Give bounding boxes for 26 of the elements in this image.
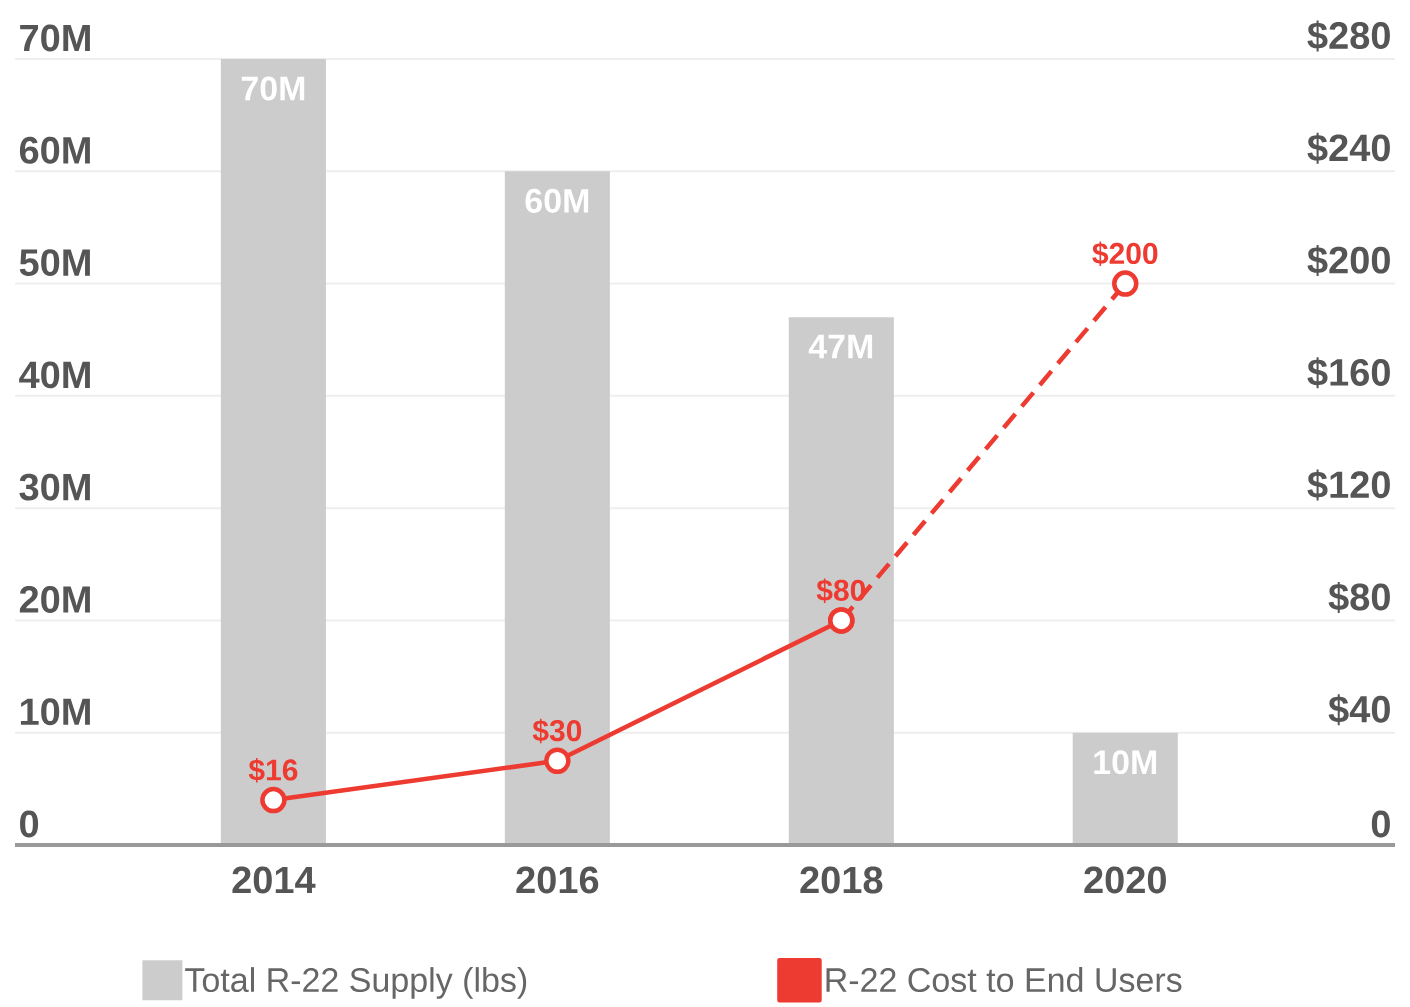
y-tick-label: 70M: [20, 24, 90, 52]
data-label: $16: [248, 758, 298, 783]
legend-label: Total R-22 Supply (lbs): [185, 967, 527, 999]
y-tick-label: 0: [20, 810, 39, 838]
y2-tick-label: $280: [1307, 20, 1390, 52]
y2-tick-label: $40: [1328, 694, 1390, 726]
x-tick-label: 2016: [516, 866, 599, 894]
y2-tick-label: 0: [1371, 810, 1390, 838]
y-tick-label: 20M: [19, 585, 90, 613]
y2-tick-label: $120: [1307, 469, 1390, 501]
y-tick-label: 30M: [19, 473, 90, 501]
y-tick-label: 50M: [19, 249, 90, 277]
y-tick-label: 60M: [19, 136, 90, 164]
y2-tick-label: $200: [1307, 245, 1390, 277]
x-tick-label: 2014: [232, 866, 316, 894]
y-tick-label: 40M: [19, 361, 90, 389]
y2-tick-label: $80: [1328, 581, 1390, 613]
y-tick-label: 10M: [20, 698, 90, 726]
data-label: $30: [532, 718, 582, 744]
y2-tick-label: $240: [1307, 132, 1390, 164]
legend-label: R-22 Cost to End Users: [826, 967, 1182, 993]
data-label: $80: [816, 578, 866, 603]
data-label: $200: [1092, 241, 1158, 267]
x-tick-label: 2020: [1084, 866, 1166, 894]
x-tick-label: 2018: [800, 866, 883, 894]
y2-tick-label: $160: [1307, 357, 1390, 389]
